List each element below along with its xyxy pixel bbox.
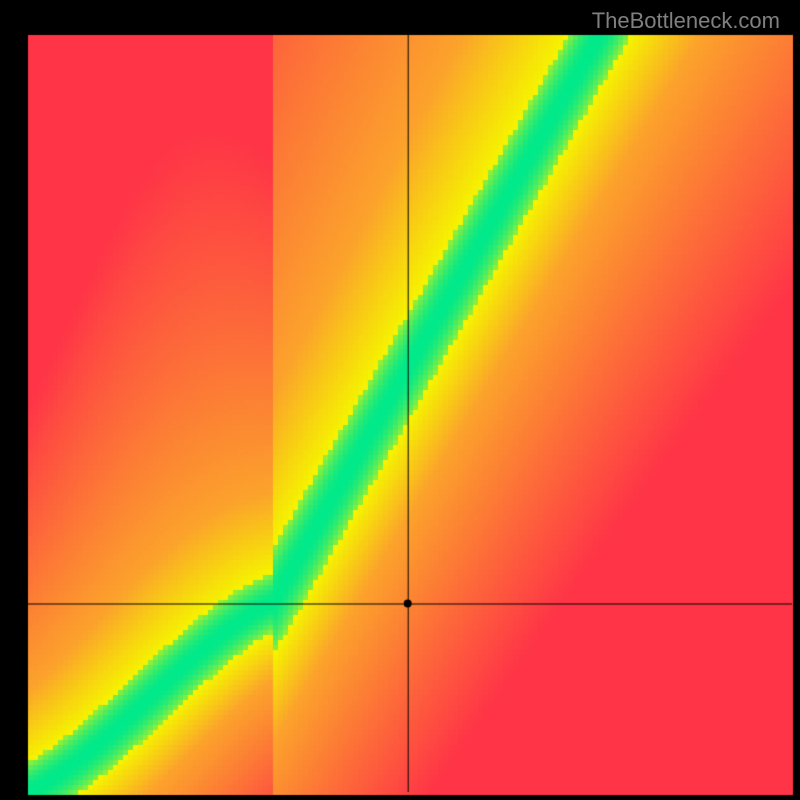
bottleneck-heatmap <box>0 0 800 800</box>
watermark-text: TheBottleneck.com <box>592 8 780 34</box>
